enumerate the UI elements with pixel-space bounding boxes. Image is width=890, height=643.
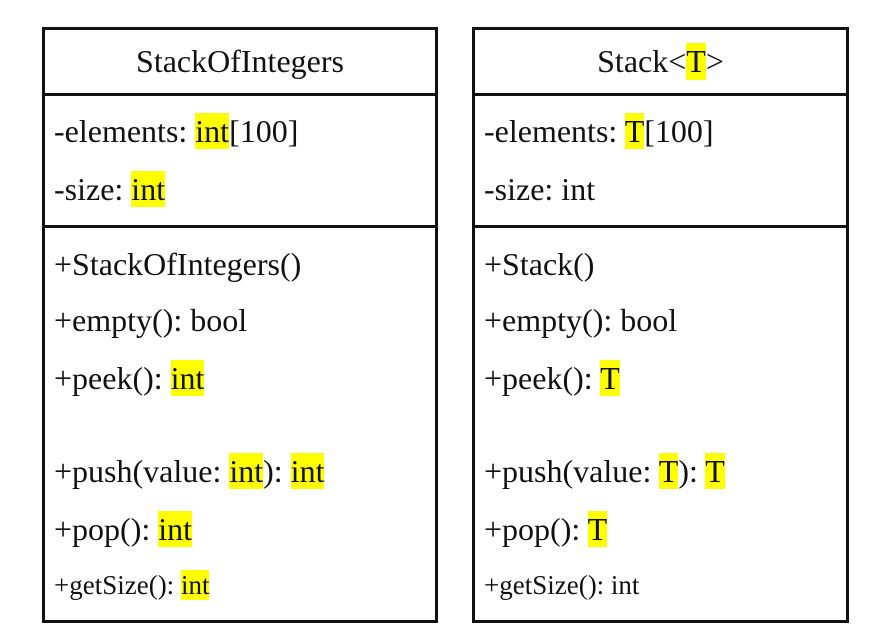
type-highlight: int [180, 570, 210, 600]
attribute-row: -elements: T[100] [484, 111, 714, 151]
operation-row: +StackOfIntegers() [54, 244, 301, 284]
text-segment: +empty(): bool [54, 302, 248, 338]
type-highlight: T [600, 360, 620, 396]
text-segment: +pop(): [54, 511, 159, 547]
type-highlight: T [624, 113, 645, 149]
class-box-stack-generic: Stack< T > -elements: T[100] -size: int +St… [472, 27, 849, 623]
text-segment: -elements: [484, 113, 625, 149]
type-highlight: T [587, 511, 608, 547]
attributes-compartment: -elements: T[100] -size: int [475, 96, 846, 228]
text-segment: ): [263, 453, 291, 489]
text-segment: [100] [644, 113, 714, 149]
text-segment: -elements: [54, 113, 196, 149]
text-segment: +getSize(): int [484, 570, 640, 600]
attributes-compartment: -elements: int[100] -size: int [45, 96, 435, 228]
text-segment: +push(value: [54, 453, 230, 489]
text-segment: [100] [229, 113, 299, 149]
text-segment: Stack< [597, 43, 687, 79]
type-highlight: int [195, 113, 230, 149]
type-highlight: T [705, 453, 725, 489]
type-highlight: T [686, 43, 706, 80]
operation-row: +pop(): int [54, 509, 193, 549]
operation-row: +getSize(): int [484, 565, 639, 605]
type-highlight: T [658, 453, 679, 489]
attribute-row: -size: int [54, 169, 166, 209]
operation-row: +getSize(): int [54, 565, 210, 605]
attribute-row: -size: int [484, 169, 595, 209]
text-segment: ): [678, 453, 706, 489]
text-segment: -size: [54, 171, 132, 207]
operation-row: +peek(): T [484, 358, 620, 398]
text-segment: +push(value: [484, 453, 659, 489]
class-box-stack-of-integers: StackOfIntegers -elements: int[100] -size… [42, 27, 438, 623]
type-highlight: int [170, 360, 205, 396]
text-segment: -size: int [484, 171, 596, 207]
operation-row: +pop(): T [484, 509, 608, 549]
operation-row: +push(value: int): int [54, 451, 325, 491]
type-highlight: int [131, 171, 166, 207]
operation-row: +push(value: T): T [484, 451, 725, 491]
operation-row: +empty(): bool [54, 300, 247, 340]
operation-row: +peek(): int [54, 358, 205, 398]
type-highlight: int [229, 453, 264, 489]
operation-row: +Stack() [484, 244, 594, 284]
class-name: Stack< T > [475, 30, 846, 96]
type-highlight: int [290, 453, 325, 489]
text-segment: +Stack() [484, 246, 595, 282]
text-segment: StackOfIntegers [136, 43, 344, 79]
text-segment: +empty(): bool [484, 302, 678, 338]
operation-row: +empty(): bool [484, 300, 677, 340]
text-segment: +peek(): [484, 360, 601, 396]
text-segment: +pop(): [484, 511, 588, 547]
attribute-row: -elements: int[100] [54, 111, 298, 151]
class-name: StackOfIntegers [45, 30, 435, 96]
text-segment: +peek(): [54, 360, 171, 396]
text-segment: +getSize(): [54, 570, 181, 600]
text-segment: +StackOfIntegers() [54, 246, 302, 282]
type-highlight: int [158, 511, 193, 547]
text-segment: > [705, 43, 724, 79]
